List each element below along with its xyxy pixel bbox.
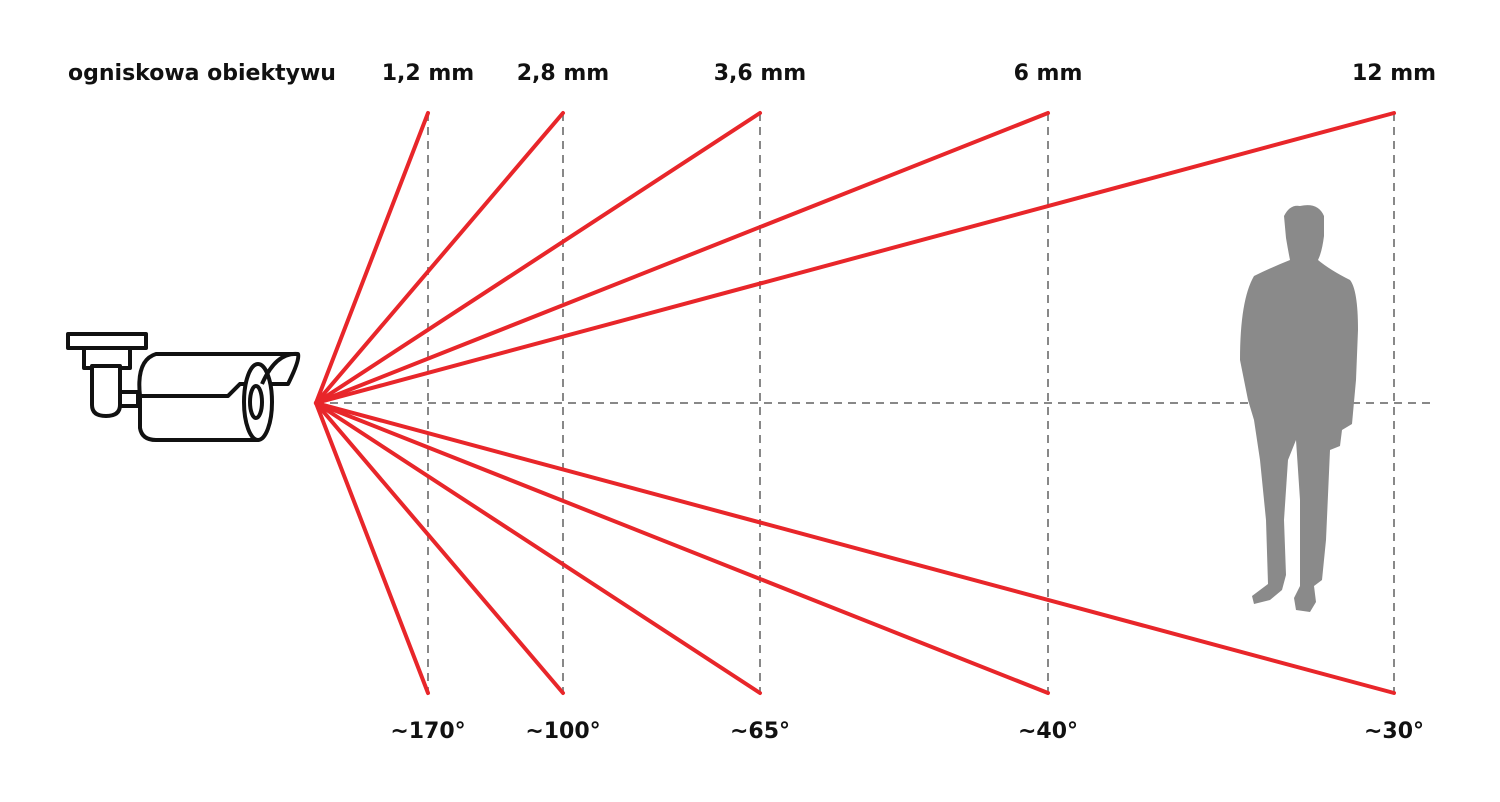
ray-upper <box>314 111 762 405</box>
camera-mount <box>90 364 122 418</box>
camera-hood-edge <box>260 351 299 385</box>
focal-label: 12 mm <box>1352 61 1436 86</box>
ray-lower <box>314 401 1050 695</box>
camera-lens-inner <box>248 384 264 420</box>
ray-lower <box>314 401 565 695</box>
focal-label: 3,6 mm <box>714 61 806 86</box>
angle-label: ~30° <box>1364 719 1424 744</box>
camera-plate <box>66 332 148 350</box>
ray-upper <box>314 111 1396 405</box>
focal-label: 1,2 mm <box>382 61 474 86</box>
ray-upper <box>314 111 430 405</box>
angle-label: ~170° <box>390 719 465 744</box>
ray-lower <box>314 401 762 695</box>
rays <box>314 111 1396 695</box>
person-silhouette <box>1240 205 1358 612</box>
focal-label: 2,8 mm <box>517 61 609 86</box>
camera-joint <box>118 390 140 408</box>
angle-label: ~65° <box>730 719 790 744</box>
ray-lower <box>314 401 430 695</box>
ray-upper <box>314 111 565 405</box>
focal-label: 6 mm <box>1014 61 1083 86</box>
header-label: ogniskowa obiektywu <box>68 61 336 86</box>
ray-upper <box>314 111 1050 405</box>
angle-label: ~40° <box>1018 719 1078 744</box>
ray-lower <box>314 401 1396 695</box>
angle-label: ~100° <box>525 719 600 744</box>
camera-icon <box>66 332 301 442</box>
